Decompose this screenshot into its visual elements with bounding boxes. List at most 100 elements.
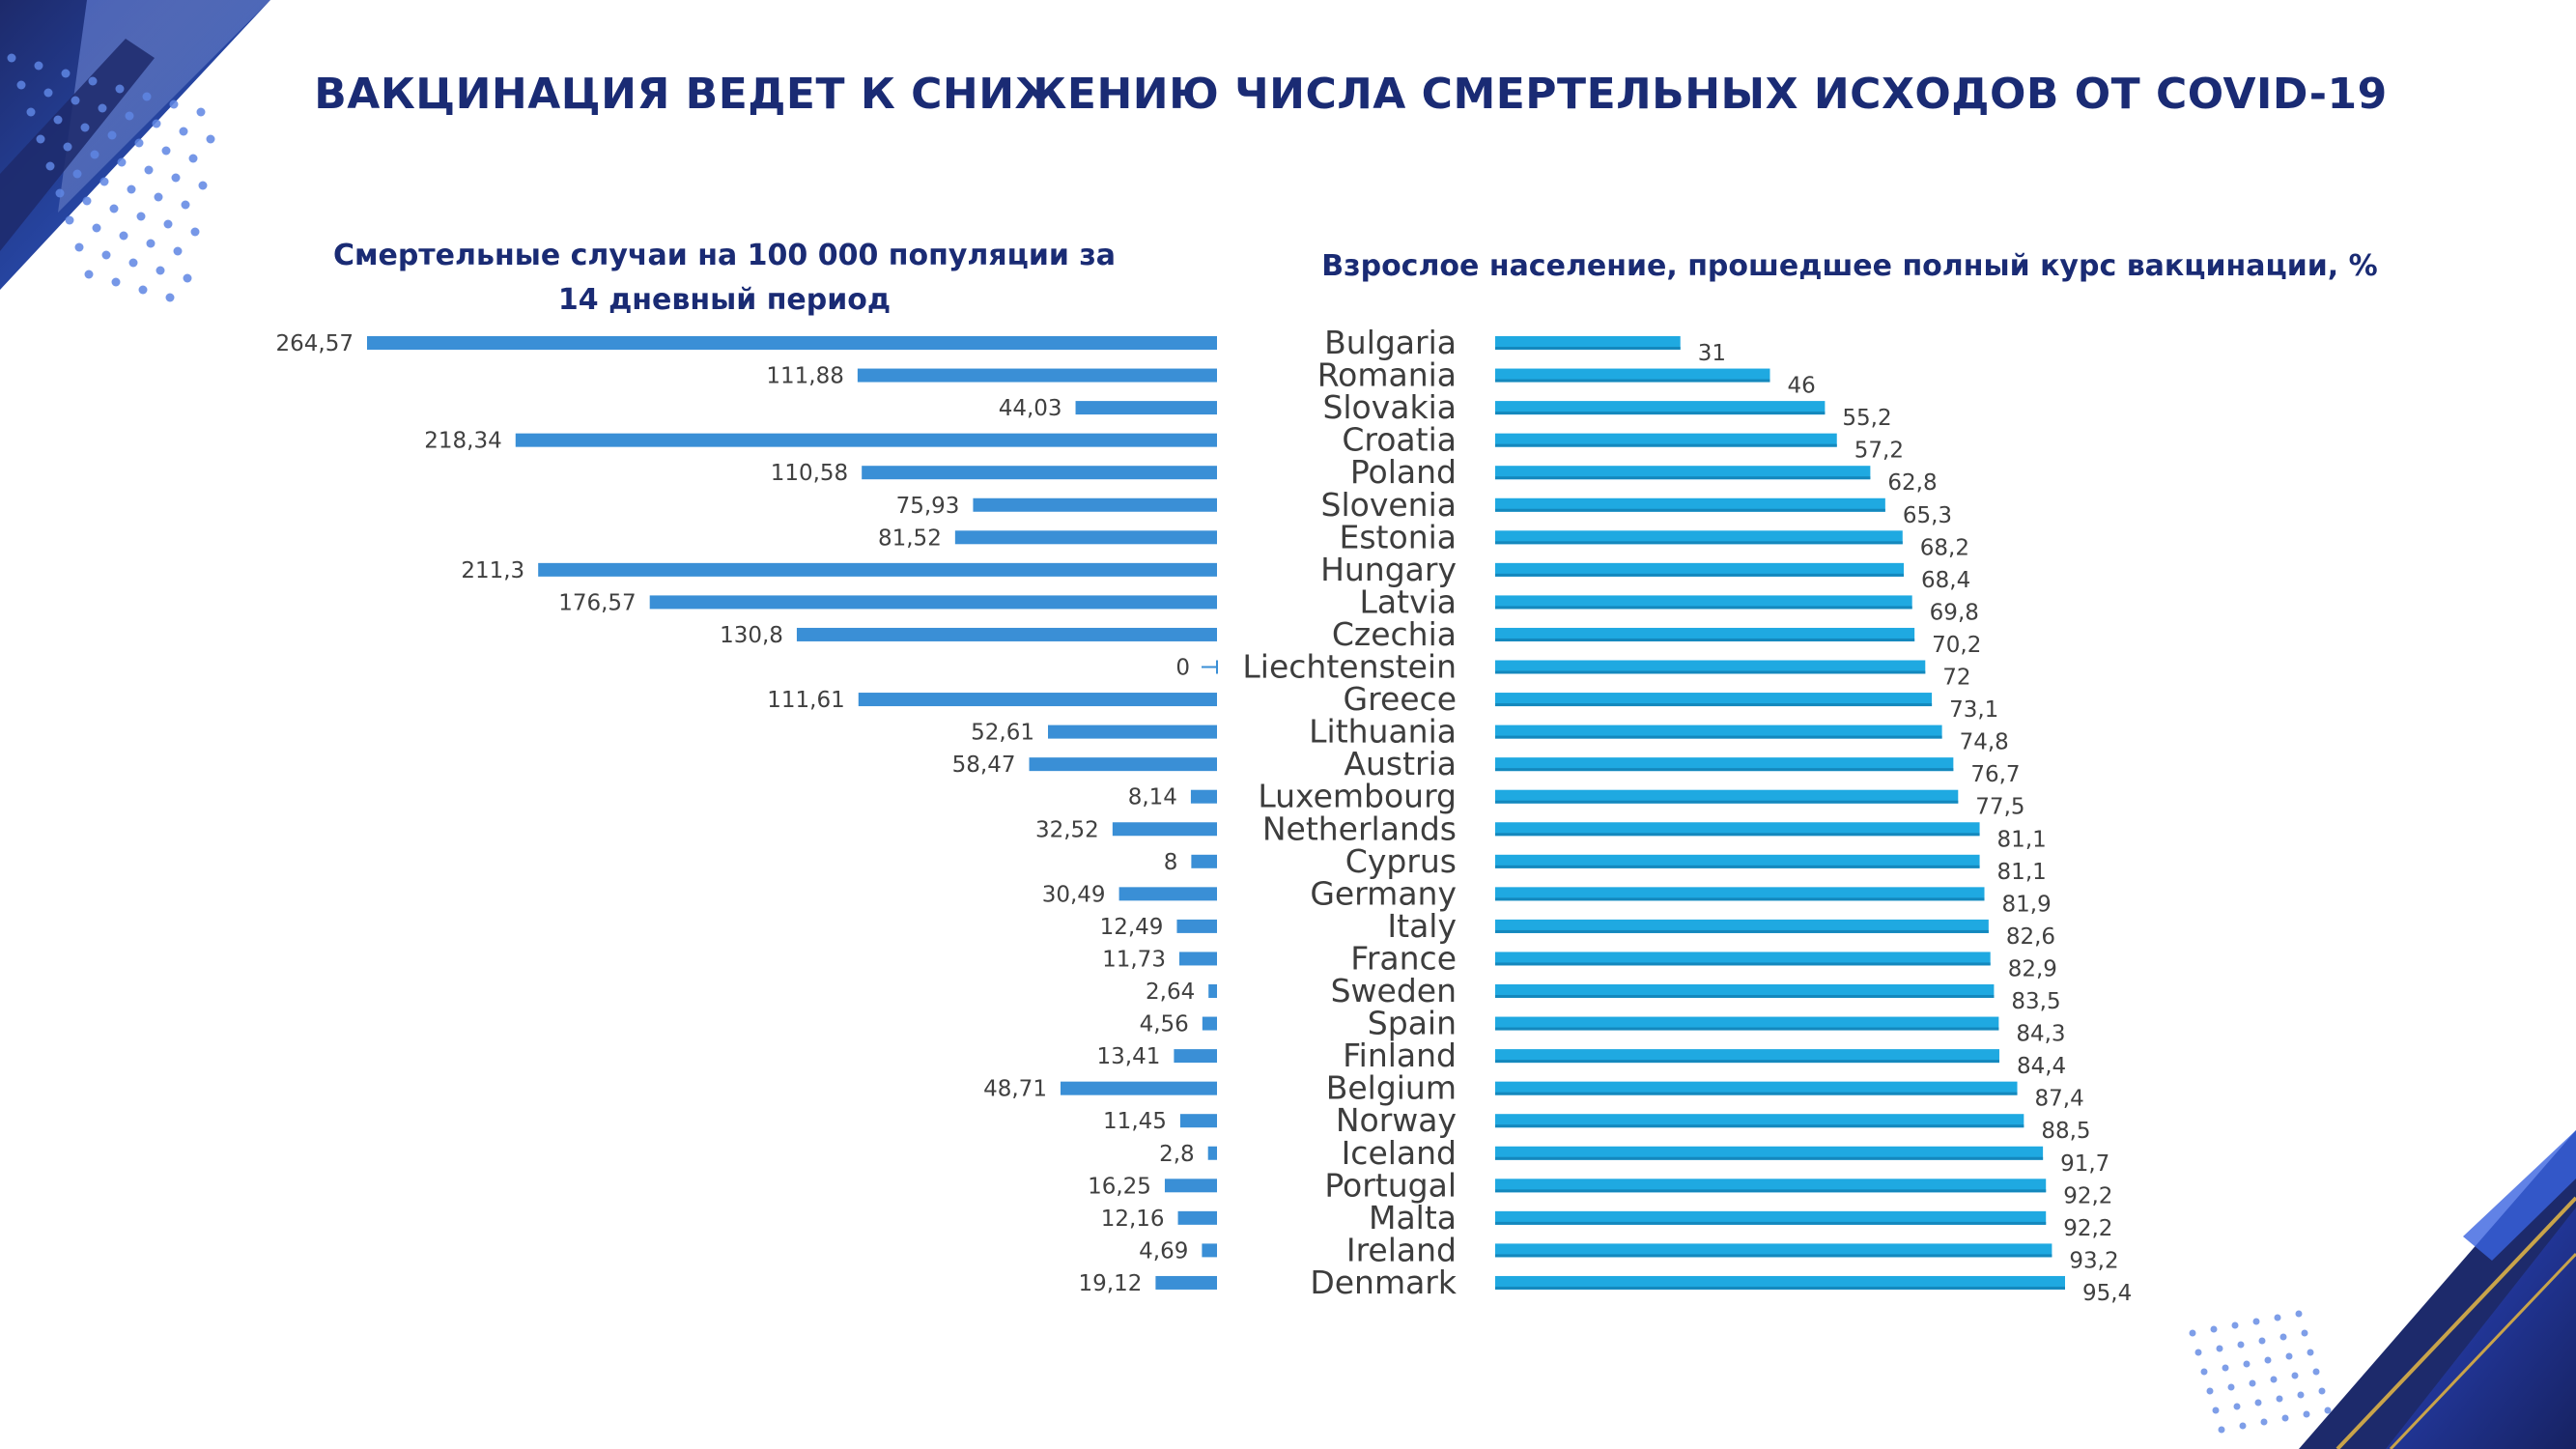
corner-decoration-bottom-right	[2189, 1130, 2576, 1449]
vaccination-value-label: 31	[1698, 341, 1726, 366]
country-label: Poland	[1350, 453, 1457, 491]
decor-dot	[98, 103, 107, 113]
vaccination-bar-shade	[1495, 897, 1985, 901]
country-label: Czechia	[1332, 615, 1457, 653]
vaccination-value-label: 65,3	[1903, 503, 1952, 528]
vaccination-bar	[1495, 595, 1912, 610]
deaths-value-label: 30,49	[1042, 882, 1106, 907]
deaths-value-label: 44,03	[999, 396, 1062, 421]
deaths-value-label: 75,93	[896, 494, 960, 519]
decor-dot	[173, 246, 183, 256]
country-label: Slovakia	[1322, 388, 1457, 426]
vaccination-bar-shade	[1495, 573, 1905, 577]
vaccination-bar	[1495, 660, 1926, 674]
deaths-value-label: 264,57	[276, 331, 354, 356]
country-label: Portugal	[1324, 1166, 1457, 1204]
vaccination-bar	[1495, 627, 1915, 641]
decor-dot	[2200, 1368, 2208, 1376]
deaths-value-label: 19,12	[1079, 1271, 1143, 1296]
deaths-bar	[1178, 952, 1217, 966]
deaths-value-label: 4,69	[1139, 1238, 1188, 1264]
deaths-bar	[973, 497, 1217, 512]
decor-dot	[99, 177, 109, 186]
deaths-bar	[1208, 984, 1217, 998]
decor-dot	[156, 266, 165, 275]
vaccination-bar-shade	[1495, 606, 1912, 610]
vaccination-value-label: 92,2	[2063, 1183, 2112, 1208]
vaccination-bar-chart: 31 46 55,2 57,2 62,8 65,3 68,2 68,4 69,8 70,2 72 73…	[1495, 336, 2132, 1306]
vaccination-value-label: 81,9	[2002, 892, 2052, 917]
decor-dot	[55, 188, 65, 198]
deaths-value-label: 110,58	[771, 461, 848, 486]
vaccination-bar	[1495, 433, 1837, 447]
decor-dot	[136, 212, 146, 221]
decor-dot	[146, 239, 156, 248]
decor-dot	[2274, 1314, 2281, 1321]
vaccination-value-label: 70,2	[1932, 633, 1981, 658]
deaths-value-label: 11,45	[1103, 1109, 1167, 1134]
decor-dot	[65, 215, 74, 225]
vaccination-value-label: 74,8	[1960, 730, 2009, 755]
deaths-value-label: 176,57	[558, 590, 636, 615]
decor-dot	[2291, 1372, 2299, 1379]
decor-dot	[2276, 1395, 2283, 1403]
vaccination-value-label: 57,2	[1854, 439, 1904, 464]
country-label: Ireland	[1346, 1231, 1457, 1268]
decor-dot	[2301, 1329, 2308, 1337]
vaccination-value-label: 84,3	[2016, 1022, 2065, 1047]
country-label: Denmark	[1310, 1264, 1458, 1301]
vaccination-value-label: 77,5	[1975, 795, 2024, 820]
vaccination-bar	[1495, 854, 1980, 868]
decor-dot	[163, 219, 173, 229]
vaccination-bar-shade	[1495, 443, 1837, 447]
deaths-value-label: 12,16	[1101, 1207, 1165, 1232]
country-label: Malta	[1369, 1199, 1457, 1236]
vaccination-bar-shade	[1495, 1156, 2044, 1160]
country-label: Croatia	[1342, 421, 1457, 459]
decor-dot	[43, 88, 53, 98]
vaccination-bar-shade	[1495, 379, 1770, 383]
decor-dot	[53, 115, 63, 125]
decor-dot	[206, 134, 215, 144]
vaccination-bar-shade	[1495, 833, 1980, 837]
deaths-bar	[1060, 1081, 1217, 1095]
decor-dot	[101, 250, 111, 260]
vaccination-bar-shade	[1495, 670, 1926, 674]
vaccination-value-label: 81,1	[1997, 827, 2047, 852]
vaccination-value-label: 87,4	[2035, 1087, 2084, 1112]
deaths-bar	[1075, 401, 1217, 415]
decor-dot	[34, 61, 43, 71]
decor-dot	[2252, 1318, 2260, 1325]
deaths-value-label: 12,49	[1100, 915, 1164, 940]
deaths-value-label: 0	[1175, 656, 1190, 681]
decor-dot	[74, 242, 84, 252]
vaccination-value-label: 68,2	[1920, 535, 1969, 560]
decor-dot	[2258, 1337, 2266, 1345]
corner-decoration-top-left	[0, 0, 270, 302]
vaccination-bar-shade	[1495, 508, 1885, 512]
deaths-value-label: 11,73	[1102, 947, 1166, 972]
decor-dot	[2312, 1368, 2320, 1376]
decor-dot	[117, 157, 127, 167]
vaccination-value-label: 88,5	[2041, 1119, 2090, 1144]
vaccination-value-label: 73,1	[1949, 697, 1998, 723]
decor-dot	[2279, 1333, 2287, 1341]
vaccination-bar-shade	[1495, 412, 1826, 415]
deaths-value-label: 58,47	[952, 753, 1016, 778]
decor-dot	[7, 53, 16, 63]
vaccination-bar	[1495, 1114, 2024, 1128]
decor-dot	[183, 273, 192, 283]
vaccination-bar-shade	[1495, 1189, 2047, 1193]
vaccination-value-label: 92,2	[2063, 1216, 2112, 1241]
deaths-bar	[367, 336, 1217, 350]
country-label: Bulgaria	[1324, 324, 1457, 361]
vaccination-bar	[1495, 497, 1885, 512]
vaccination-bar	[1495, 822, 1980, 837]
vaccination-value-label: 72	[1942, 666, 1970, 691]
country-label: Estonia	[1340, 518, 1457, 555]
decor-dot	[2212, 1406, 2220, 1414]
vaccination-bar-shade	[1495, 541, 1903, 545]
decor-dot	[2237, 1341, 2245, 1349]
decor-dot	[2216, 1345, 2223, 1352]
vaccination-bar	[1495, 401, 1826, 415]
